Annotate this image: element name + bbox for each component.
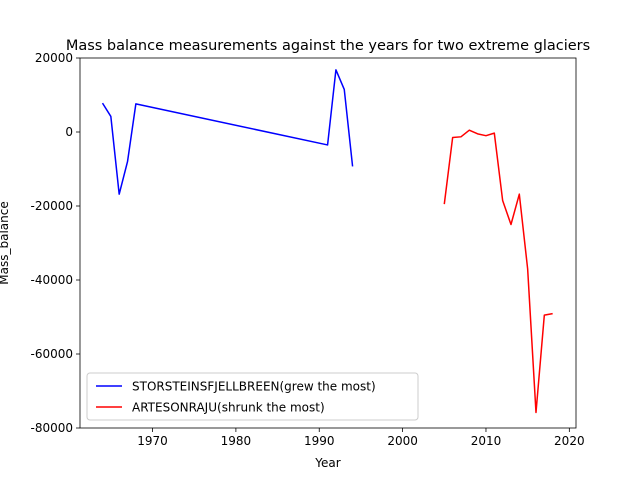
legend-label-1: ARTESONRAJU(shrunk the most) — [132, 401, 325, 415]
y-tick-label: 20000 — [35, 51, 73, 65]
legend: STORSTEINSFJELLBREEN(grew the most) ARTES… — [86, 372, 419, 421]
plot-frame — [79, 57, 577, 429]
legend-label-0: STORSTEINSFJELLBREEN(grew the most) — [132, 380, 376, 394]
x-tick-label: 2000 — [387, 434, 418, 448]
legend-items: STORSTEINSFJELLBREEN(grew the most) ARTES… — [96, 380, 376, 415]
y-tick-label: -60000 — [30, 347, 73, 361]
plot-area — [79, 57, 577, 429]
x-tick-label: 1980 — [221, 434, 252, 448]
series-line-0 — [101, 69, 354, 195]
y-tick-label: -80000 — [30, 421, 73, 435]
x-tick-label: 1990 — [304, 434, 335, 448]
x-tick-label: 2020 — [554, 434, 585, 448]
series-layer — [101, 69, 553, 414]
plot-background — [80, 58, 576, 428]
y-tick-label: -20000 — [30, 199, 73, 213]
x-tick-label: 2010 — [471, 434, 502, 448]
x-tick-label: 1970 — [137, 434, 168, 448]
y-tick-label: -40000 — [30, 273, 73, 287]
legend-box — [86, 372, 419, 421]
x-axis-title: Year — [314, 456, 340, 470]
y-tick-label: 0 — [65, 125, 73, 139]
chart-title: Mass balance measurements against the ye… — [66, 38, 590, 54]
y-axis-title: Mass_balance — [0, 201, 11, 284]
x-axis: 1970 1980 1990 2000 2010 2020 — [137, 428, 585, 448]
y-axis: -80000 -60000 -40000 -20000 0 20000 — [30, 51, 80, 435]
series-line-1 — [443, 129, 553, 414]
